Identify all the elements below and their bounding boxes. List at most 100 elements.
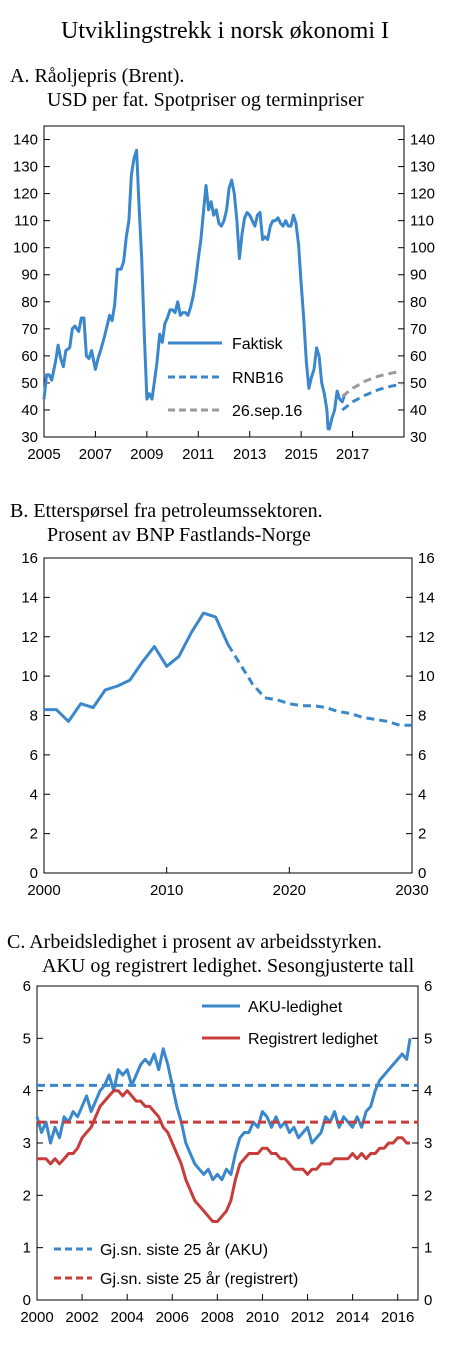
- y-tick-label-right: 6: [418, 747, 426, 764]
- x-tick-label: 2013: [233, 446, 266, 463]
- y-tick-label-left: 14: [21, 589, 38, 606]
- y-tick-label-right: 10: [418, 668, 435, 685]
- x-tick-label: 2010: [246, 1309, 279, 1326]
- y-tick-label-left: 2: [30, 826, 38, 843]
- x-tick-label: 2004: [110, 1309, 143, 1326]
- panel-a-title-2: USD per fat. Spotpriser og terminpriser: [47, 89, 364, 111]
- x-tick-label: 2016: [381, 1309, 414, 1326]
- y-tick-label-left: 140: [13, 132, 38, 149]
- y-tick-label-left: 70: [21, 321, 38, 338]
- panel-b-title-1: B. Etterspørsel fra petroleumssektoren.: [10, 500, 323, 522]
- y-tick-label-right: 16: [418, 550, 435, 567]
- legend-label-rnb16: RNB16: [232, 370, 284, 387]
- panel-a-chart: 30 30 40 40 50 50 60 60 70 70 80 80 90 90 100 100 110 110…: [13, 125, 435, 463]
- x-tick-label: 2011: [182, 446, 214, 463]
- y-tick-label-left: 0: [23, 1292, 31, 1309]
- y-tick-label-left: 40: [21, 402, 38, 419]
- series-line-rnb16: [341, 382, 402, 412]
- legend-label-aku: AKU-ledighet: [248, 999, 343, 1016]
- y-tick-label-right: 1: [424, 1240, 432, 1257]
- y-tick-label-right: 8: [418, 708, 426, 725]
- y-tick-label-right: 14: [418, 589, 435, 606]
- y-tick-label-right: 4: [424, 1083, 432, 1100]
- y-tick-label-left: 0: [30, 865, 38, 882]
- y-tick-label-left: 5: [23, 1030, 31, 1047]
- y-tick-label-right: 120: [410, 186, 435, 203]
- panel-b-chart: 0 0 2 2 4 4 6 6 8 8 10 10 12 12 14 14 16 16 2000 2010 2020 20…: [21, 550, 434, 899]
- y-tick-label-right: 100: [410, 240, 435, 257]
- x-tick-label: 2020: [273, 882, 306, 899]
- y-tick-label-left: 8: [30, 708, 38, 725]
- figure-title: Utviklingstrekk i norsk økonomi I: [61, 18, 389, 44]
- legend-label-faktisk: Faktisk: [232, 336, 284, 353]
- series-line-panel-b-0: [44, 611, 230, 723]
- x-tick-label: 2000: [20, 1309, 53, 1326]
- plot-frame: [43, 125, 405, 438]
- y-tick-label-right: 2: [424, 1187, 432, 1204]
- legend-label-26sep16: 26.sep.16: [232, 403, 302, 420]
- x-tick-label: 2015: [284, 446, 317, 463]
- legend-label-registrert: Registrert ledighet: [248, 1031, 378, 1048]
- y-tick-label-right: 80: [410, 294, 427, 311]
- y-tick-label-left: 10: [21, 668, 38, 685]
- series-line-aku-ledighet: [35, 1038, 412, 1182]
- x-tick-label: 2009: [130, 446, 163, 463]
- y-tick-label-right: 0: [418, 865, 426, 882]
- y-tick-label-left: 4: [30, 786, 38, 803]
- y-tick-label-right: 2: [418, 826, 426, 843]
- y-tick-label-right: 40: [410, 402, 427, 419]
- x-tick-label: 2006: [156, 1309, 189, 1326]
- x-tick-label: 2005: [27, 446, 60, 463]
- y-tick-label-right: 6: [424, 978, 432, 995]
- panel-c-title-2: AKU og registrert ledighet. Sesongjuster…: [42, 955, 415, 977]
- panel-c-legend-top: AKU-ledighet Registrert ledighet: [202, 999, 378, 1048]
- legend-label-avg-registrert: Gj.sn. siste 25 år (registrert): [100, 1270, 298, 1288]
- y-tick-label-left: 4: [23, 1083, 31, 1100]
- y-tick-label-left: 3: [23, 1135, 31, 1152]
- legend-label-avg-aku: Gj.sn. siste 25 år (AKU): [100, 1241, 268, 1259]
- series-line-faktisk: [42, 148, 347, 431]
- y-tick-label-left: 1: [23, 1240, 31, 1257]
- y-tick-label-left: 50: [21, 375, 38, 392]
- panel-b-title-2: Prosent av BNP Fastlands-Norge: [47, 524, 311, 546]
- y-tick-label-right: 140: [410, 132, 435, 149]
- y-tick-label-right: 4: [418, 786, 426, 803]
- x-tick-label: 2014: [336, 1309, 369, 1326]
- x-tick-label: 2000: [27, 882, 60, 899]
- y-tick-label-left: 90: [21, 267, 38, 284]
- y-tick-label-left: 120: [13, 186, 38, 203]
- panel-a-legend: Faktisk RNB16 26.sep.16: [168, 336, 302, 420]
- y-tick-label-right: 5: [424, 1030, 432, 1047]
- x-tick-label: 2017: [336, 446, 369, 463]
- y-tick-label-right: 60: [410, 348, 427, 365]
- series-line-panel-b-1: [226, 643, 412, 727]
- y-tick-label-right: 90: [410, 267, 427, 284]
- y-tick-label-left: 130: [13, 159, 38, 176]
- x-tick-label: 2012: [291, 1309, 324, 1326]
- y-tick-label-left: 12: [21, 629, 38, 646]
- y-tick-label-right: 3: [424, 1135, 432, 1152]
- panel-c-chart: 0 0 1 1 2 2 3 3 4 4 5 5 6 6 2000 2002 2004 2006 2008 2010 20…: [20, 978, 432, 1326]
- y-tick-label-left: 60: [21, 348, 38, 365]
- y-tick-label-right: 130: [410, 159, 435, 176]
- y-tick-label-right: 110: [410, 213, 434, 230]
- x-tick-label: 2010: [150, 882, 183, 899]
- panel-c-title-1: C. Arbeidsledighet i prosent av arbeidss…: [7, 931, 382, 953]
- y-tick-label-left: 110: [14, 213, 38, 230]
- y-tick-label-right: 12: [418, 629, 435, 646]
- y-tick-label-left: 80: [21, 294, 38, 311]
- y-tick-label-left: 6: [30, 747, 38, 764]
- x-tick-label: 2007: [79, 446, 112, 463]
- panel-c-legend-bottom: Gj.sn. siste 25 år (AKU) Gj.sn. siste 25…: [54, 1241, 298, 1288]
- series-line-26-sep-16: [341, 369, 402, 398]
- y-tick-label-left: 30: [21, 429, 38, 446]
- x-tick-label: 2030: [395, 882, 428, 899]
- y-tick-label-right: 0: [424, 1292, 432, 1309]
- panel-a-title-1: A. Råoljepris (Brent).: [10, 65, 184, 87]
- y-tick-label-right: 50: [410, 375, 427, 392]
- y-tick-label-left: 6: [23, 978, 31, 995]
- y-tick-label-right: 30: [410, 429, 427, 446]
- y-tick-label-left: 2: [23, 1187, 31, 1204]
- x-tick-label: 2008: [201, 1309, 234, 1326]
